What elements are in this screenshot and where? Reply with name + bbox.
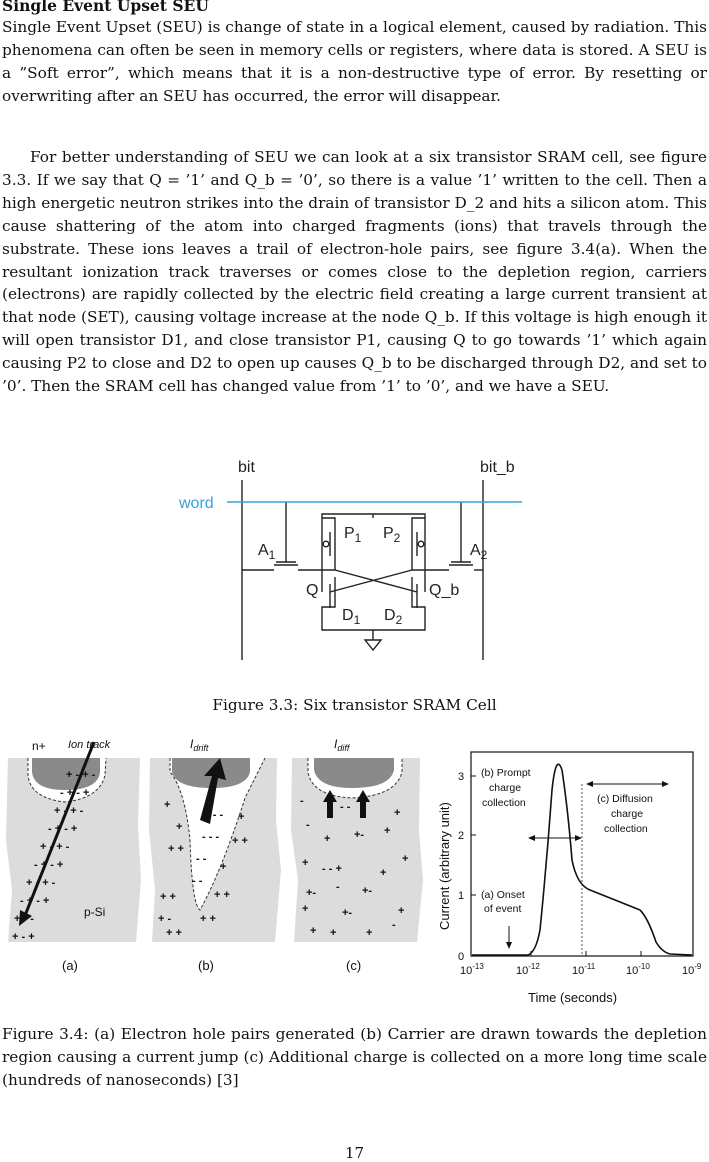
svg-text:+: + xyxy=(302,857,308,869)
svg-text:+ - + -: + - + - xyxy=(66,769,96,781)
svg-text:+ +: + + xyxy=(232,835,248,847)
svg-text:-: - xyxy=(392,919,396,931)
panel-a: + - + - - + - + + - + - - + - + + - + - - +… xyxy=(6,739,141,973)
ytick-1: 1 xyxy=(458,890,464,902)
svg-text:+-: +- xyxy=(362,885,372,897)
panel-a-label: (a) xyxy=(62,958,78,973)
ann-a-line2: of event xyxy=(484,903,521,915)
svg-text:+: + xyxy=(310,925,316,937)
svg-text:- + - +: - + - + xyxy=(20,895,49,907)
svg-text:-: - xyxy=(306,819,310,831)
current-graph: 0 1 2 3 10-13 10-12 10-11 10-10 10-9 Tim… xyxy=(437,751,702,1005)
svg-text:+: + xyxy=(398,905,404,917)
xtick-2: 10-11 xyxy=(572,962,596,977)
p2-label: P2 xyxy=(383,525,401,545)
svg-text:+: + xyxy=(366,927,372,939)
svg-text:- + - +: - + - + xyxy=(34,859,63,871)
body-paragraph: For better understanding of SEU we can l… xyxy=(2,148,707,396)
svg-text:+: + xyxy=(324,833,330,845)
svg-text:+ - +: + - + xyxy=(12,931,35,943)
svg-text:- -: - - xyxy=(196,853,207,865)
ion-track-label: Ion track xyxy=(68,739,111,751)
svg-text:- - +: - - + xyxy=(322,863,342,875)
q-label: Q xyxy=(306,582,318,599)
svg-text:+ - + -: + - + - xyxy=(40,841,70,853)
xtick-0: 10-13 xyxy=(460,962,484,977)
x-axis-label: Time (seconds) xyxy=(528,990,617,1005)
svg-text:- + - +: - + - + xyxy=(48,823,77,835)
p-si-label: p-Si xyxy=(84,905,105,919)
bit-label: bit xyxy=(238,459,255,476)
svg-text:+ +: + + xyxy=(200,913,216,925)
sram-cell-figure: bit bit_b word A1 A2 P1 P2 D1 D2 Q Q_b xyxy=(178,459,522,660)
svg-text:+ +: + + xyxy=(168,843,184,855)
i-drift-label: Idrift xyxy=(190,737,209,753)
ytick-2: 2 xyxy=(458,830,464,842)
svg-text:+: + xyxy=(330,927,336,939)
panel-b: - - - - - - - - - - + + + + + + + - + + + + + + … xyxy=(149,737,281,973)
d2-label: D2 xyxy=(384,607,403,627)
charge-collection-figure: + - + -- + - + + - + -- + - + + - + -- +… xyxy=(6,737,702,1005)
a1-label: A1 xyxy=(258,542,276,562)
figure-3-4-caption: Figure 3.4: (a) Electron hole pairs gene… xyxy=(2,1025,707,1089)
ann-c-line2: charge xyxy=(611,808,643,820)
svg-text:+ +: + + xyxy=(160,891,176,903)
ytick-0: 0 xyxy=(458,951,464,963)
p1-label: P1 xyxy=(344,525,362,545)
svg-text:+ - + -: + - + - xyxy=(54,805,84,817)
bit-b-label: bit_b xyxy=(480,459,515,476)
intro-paragraph: Single Event Upset (SEU) is change of st… xyxy=(2,18,707,105)
d1-label: D1 xyxy=(342,607,361,627)
svg-text:- -: - - xyxy=(192,875,203,887)
ann-a-line1: (a) Onset xyxy=(481,889,525,901)
ann-c-line3: collection xyxy=(604,823,648,835)
svg-text:+: + xyxy=(384,825,390,837)
svg-text:+ -: + - xyxy=(158,913,171,925)
page-number: 17 xyxy=(344,1144,365,1162)
svg-text:- - -: - - - xyxy=(202,831,219,843)
svg-text:+: + xyxy=(220,861,226,873)
word-label: word xyxy=(178,495,214,512)
y-axis-label: Current (arbitrary unit) xyxy=(437,802,452,930)
svg-text:-: - xyxy=(300,795,304,807)
ytick-3: 3 xyxy=(458,771,464,783)
ann-c-line1: (c) Diffusion xyxy=(597,793,653,805)
svg-text:+: + xyxy=(238,811,244,823)
panel-c-label: (c) xyxy=(346,958,361,973)
svg-text:+: + xyxy=(164,799,170,811)
svg-text:+: + xyxy=(394,807,400,819)
panel-c: -- - + -+ +- + + - - + ++ +- - +- + +- + + + +- Idi… xyxy=(291,737,423,973)
current-curve xyxy=(472,763,693,956)
i-diff-label: Idiff xyxy=(334,737,351,753)
svg-text:+: + xyxy=(380,867,386,879)
figure-3-3-caption: Figure 3.3: Six transistor SRAM Cell xyxy=(212,696,497,714)
n-plus-label: n+ xyxy=(32,739,46,753)
svg-text:+ - + -: + - + - xyxy=(26,877,56,889)
q-b-label: Q_b xyxy=(429,582,459,599)
svg-text:+-: +- xyxy=(342,907,352,919)
svg-text:- + - +: - + - + xyxy=(60,787,89,799)
xtick-1: 10-12 xyxy=(516,962,540,977)
svg-text:+: + xyxy=(302,903,308,915)
xtick-3: 10-10 xyxy=(626,962,650,977)
section-title: Single Event Upset SEU xyxy=(2,0,209,15)
svg-text:+ +: + + xyxy=(214,889,230,901)
svg-text:+ - -: + - - xyxy=(14,913,34,925)
xtick-4: 10-9 xyxy=(682,962,702,977)
svg-text:+-: +- xyxy=(306,887,316,899)
svg-text:-: - xyxy=(336,881,340,893)
svg-text:+: + xyxy=(402,853,408,865)
svg-text:- - -: - - - xyxy=(206,809,223,821)
svg-text:+: + xyxy=(176,821,182,833)
svg-text:+ +: + + xyxy=(166,927,182,939)
panel-b-label: (b) xyxy=(198,958,214,973)
svg-text:+-: +- xyxy=(354,829,364,841)
ann-b-line2: charge xyxy=(489,782,521,794)
a2-label: A2 xyxy=(470,542,488,562)
svg-text:- -: - - xyxy=(340,801,351,813)
ann-b-line3: collection xyxy=(482,797,526,809)
ann-b-line1: (b) Prompt xyxy=(481,767,531,779)
